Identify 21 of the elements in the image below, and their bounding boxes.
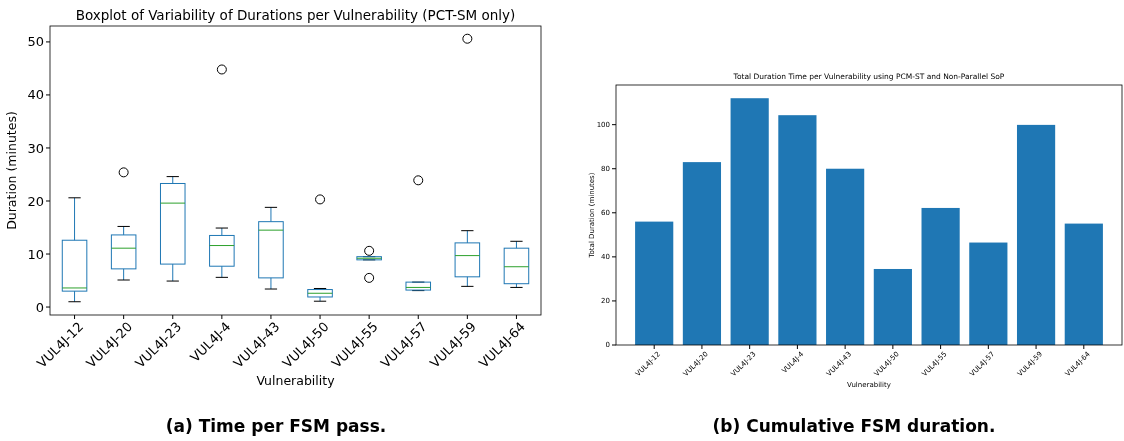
chart-title: Boxplot of Variability of Durations per Vulnerability (PCT-SM only)	[75, 7, 516, 23]
bar	[778, 115, 817, 345]
y-axis-title: Duration (minutes)	[4, 111, 19, 230]
text: (b) Cumulative FSM duration.	[712, 416, 996, 436]
y-tick-label: 20	[27, 193, 44, 209]
bar	[635, 221, 674, 345]
bar	[730, 98, 769, 345]
y-tick-label: 0	[35, 299, 44, 315]
bar	[969, 242, 1008, 345]
y-tick-label: 50	[27, 34, 44, 50]
x-axis-title: Vulnerability	[256, 373, 336, 388]
bar	[826, 168, 865, 345]
y-tick-label: 30	[27, 140, 44, 156]
text: (a) Time per FSM pass.	[165, 416, 387, 436]
bar	[873, 268, 912, 345]
y-tick-label: 40	[27, 87, 44, 103]
bar	[1064, 223, 1103, 345]
bar	[1016, 124, 1056, 345]
y-tick-label: 10	[27, 246, 44, 262]
bar	[921, 207, 960, 345]
bar	[682, 162, 722, 345]
